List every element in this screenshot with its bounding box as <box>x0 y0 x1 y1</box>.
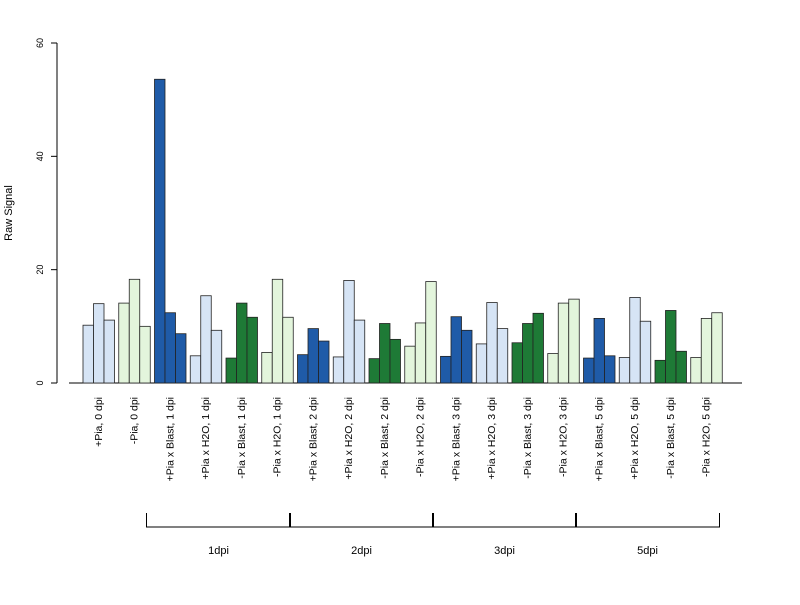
bar <box>164 312 176 384</box>
bracket-label: 1dpi <box>208 545 229 557</box>
bar <box>175 333 187 384</box>
x-tick-label: +Pia x Blast, 2 dpi <box>307 397 319 481</box>
bar <box>379 323 391 384</box>
bar <box>93 303 105 384</box>
bar <box>139 325 151 384</box>
bar <box>665 310 677 384</box>
bar <box>236 302 248 384</box>
bar <box>700 317 713 384</box>
bar <box>128 278 141 384</box>
bar <box>389 338 401 384</box>
bar <box>557 302 570 384</box>
bar <box>318 340 330 384</box>
bar <box>547 353 559 384</box>
bar <box>654 359 666 384</box>
bracket-label: 5dpi <box>637 545 658 557</box>
bar <box>639 320 652 384</box>
y-tick-label: 60 <box>35 38 45 48</box>
group-bracket <box>432 513 577 528</box>
x-tick-label: -Pia x H2O, 2 dpi <box>415 397 427 477</box>
bar <box>271 278 284 384</box>
bar <box>261 351 273 384</box>
bar <box>461 329 473 384</box>
bar <box>690 357 702 384</box>
group-bracket <box>146 513 291 528</box>
x-tick-labels: +Pia, 0 dpi -Pia, 0 dpi +Pia x Blast, 1 dp… <box>93 397 713 481</box>
group-bracket <box>575 513 720 528</box>
x-tick-label: +Pia x H2O, 1 dpi <box>200 397 212 480</box>
bracket-label: 3dpi <box>494 545 515 557</box>
x-tick-label: -Pia x H2O, 3 dpi <box>558 397 570 477</box>
y-tick-label: 40 <box>35 151 45 161</box>
y-tick-label: 0 <box>35 380 45 385</box>
x-tick-label: -Pia x H2O, 5 dpi <box>701 397 713 477</box>
bar <box>618 357 631 384</box>
bar <box>450 316 462 384</box>
bar <box>475 343 488 384</box>
bar <box>297 354 309 384</box>
bracket-label: 2dpi <box>351 545 372 557</box>
x-tick-label: +Pia x H2O, 5 dpi <box>629 397 641 480</box>
group-bracket <box>289 513 434 528</box>
bar <box>282 316 294 384</box>
group-brackets: 1dpi 2dpi 3dpi 5dpi <box>146 513 720 557</box>
x-tick-label: -Pia x Blast, 5 dpi <box>665 397 677 479</box>
bar <box>189 355 202 384</box>
bar <box>225 357 237 384</box>
bar <box>522 323 534 384</box>
y-axis-label: Raw Signal <box>3 185 15 241</box>
bar <box>604 355 616 384</box>
x-tick-label: +Pia x Blast, 3 dpi <box>450 397 462 481</box>
bar <box>486 302 498 384</box>
bar <box>496 328 509 384</box>
bar <box>154 78 166 384</box>
x-tick-label: -Pia x Blast, 2 dpi <box>379 397 391 479</box>
bar <box>629 297 641 384</box>
x-tick-label: +Pia x Blast, 5 dpi <box>593 397 605 481</box>
bar <box>353 319 366 384</box>
bar <box>343 280 355 384</box>
bars <box>82 78 723 384</box>
bar <box>200 295 212 384</box>
bar <box>711 312 723 384</box>
bar <box>532 312 544 384</box>
bar <box>568 298 580 384</box>
bar <box>307 328 319 384</box>
bar <box>82 324 94 384</box>
bar <box>593 317 605 384</box>
bar <box>404 345 416 384</box>
x-tick-label: -Pia x H2O, 1 dpi <box>272 397 284 477</box>
x-tick-label: -Pia x Blast, 1 dpi <box>236 397 248 479</box>
x-tick-label: +Pia x Blast, 1 dpi <box>164 397 176 481</box>
bar <box>425 281 437 384</box>
x-tick-label: +Pia, 0 dpi <box>93 397 105 447</box>
bar <box>332 356 345 384</box>
x-tick-label: -Pia x Blast, 3 dpi <box>522 397 534 479</box>
bar <box>368 358 380 384</box>
bar <box>118 302 130 384</box>
bar <box>246 316 258 384</box>
bar <box>675 350 687 384</box>
x-tick-label: -Pia, 0 dpi <box>129 397 141 444</box>
bar <box>511 342 523 384</box>
bar <box>583 357 595 384</box>
bar <box>414 322 427 384</box>
bar <box>103 319 115 384</box>
bar <box>440 355 452 384</box>
x-tick-label: +Pia x H2O, 2 dpi <box>343 397 355 480</box>
y-tick-label: 20 <box>35 265 45 275</box>
x-tick-label: +Pia x H2O, 3 dpi <box>486 397 498 480</box>
bar <box>210 329 223 384</box>
